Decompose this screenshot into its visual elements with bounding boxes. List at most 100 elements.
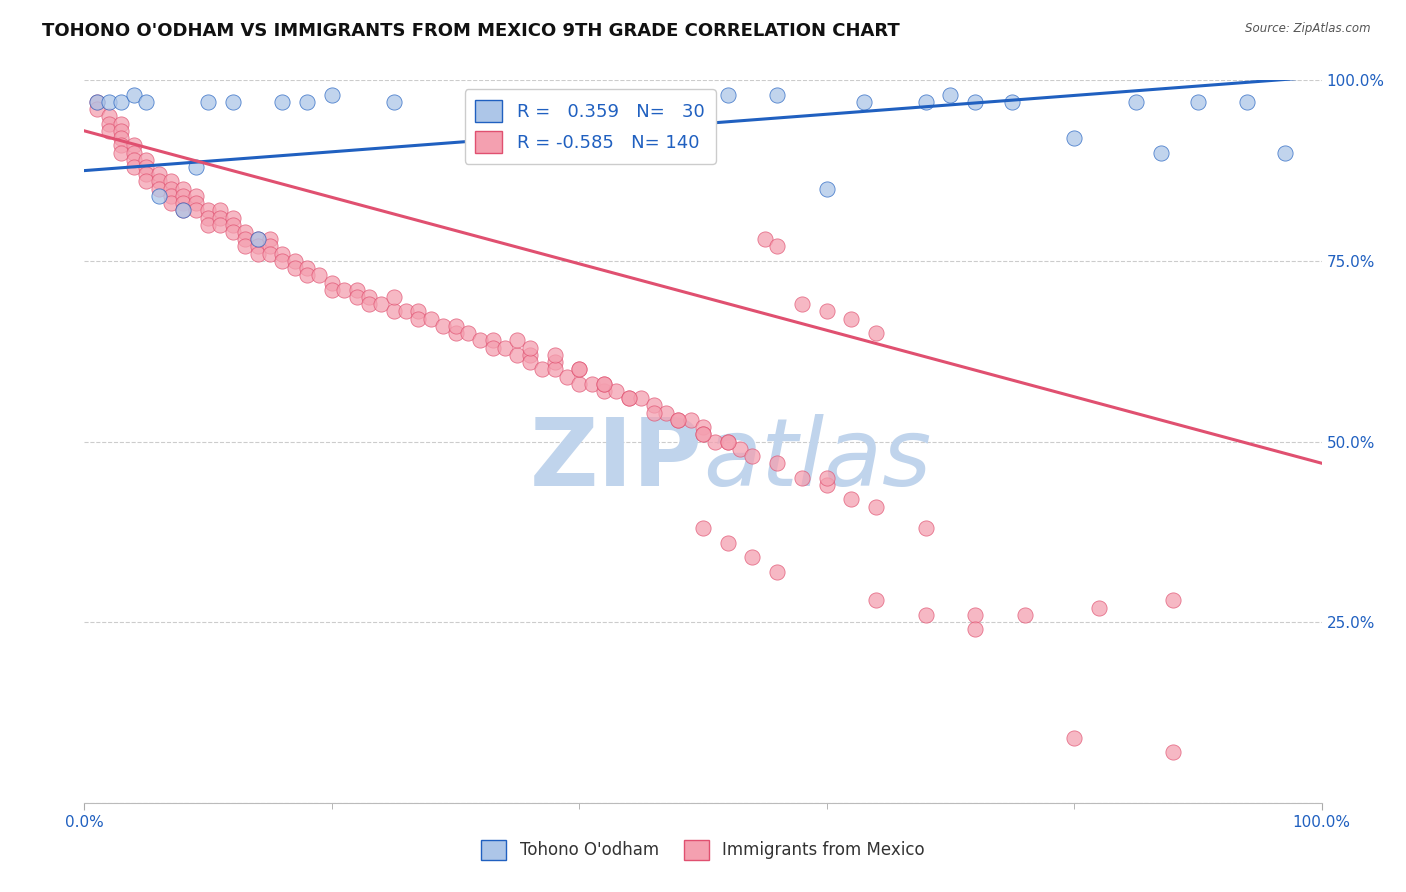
Point — [717, 535, 740, 549]
Point — [295, 261, 318, 276]
Point — [1088, 600, 1111, 615]
Point — [914, 95, 936, 109]
Point — [148, 189, 170, 203]
Text: TOHONO O'ODHAM VS IMMIGRANTS FROM MEXICO 9TH GRADE CORRELATION CHART: TOHONO O'ODHAM VS IMMIGRANTS FROM MEXICO… — [42, 22, 900, 40]
Point — [432, 318, 454, 333]
Point — [295, 268, 318, 283]
Point — [666, 413, 689, 427]
Point — [1063, 731, 1085, 745]
Point — [519, 348, 541, 362]
Point — [419, 311, 441, 326]
Point — [717, 434, 740, 449]
Point — [444, 318, 467, 333]
Point — [1063, 131, 1085, 145]
Point — [346, 290, 368, 304]
Point — [184, 196, 207, 211]
Point — [914, 607, 936, 622]
Point — [1150, 145, 1173, 160]
Point — [222, 211, 245, 225]
Point — [357, 290, 380, 304]
Point — [321, 283, 343, 297]
Point — [122, 153, 145, 167]
Point — [122, 160, 145, 174]
Point — [568, 362, 591, 376]
Point — [86, 95, 108, 109]
Point — [1236, 95, 1258, 109]
Point — [122, 138, 145, 153]
Point — [333, 283, 356, 297]
Point — [160, 182, 183, 196]
Point — [135, 167, 157, 181]
Point — [865, 593, 887, 607]
Point — [717, 434, 740, 449]
Point — [815, 470, 838, 484]
Point — [160, 196, 183, 211]
Point — [98, 95, 121, 109]
Point — [865, 500, 887, 514]
Point — [135, 95, 157, 109]
Point — [741, 449, 763, 463]
Point — [717, 87, 740, 102]
Point — [1187, 95, 1209, 109]
Point — [308, 268, 330, 283]
Point — [259, 246, 281, 260]
Point — [160, 189, 183, 203]
Point — [246, 232, 269, 246]
Point — [965, 623, 987, 637]
Point — [790, 470, 813, 484]
Point — [98, 124, 121, 138]
Point — [357, 297, 380, 311]
Point — [346, 283, 368, 297]
Point — [110, 138, 132, 153]
Point — [197, 218, 219, 232]
Point — [939, 87, 962, 102]
Point — [172, 203, 194, 218]
Point — [1161, 745, 1184, 759]
Point — [382, 95, 405, 109]
Point — [98, 110, 121, 124]
Point — [197, 95, 219, 109]
Point — [865, 326, 887, 340]
Point — [568, 376, 591, 391]
Point — [382, 290, 405, 304]
Point — [110, 117, 132, 131]
Point — [110, 145, 132, 160]
Point — [370, 297, 392, 311]
Point — [543, 355, 565, 369]
Point — [519, 355, 541, 369]
Point — [209, 218, 232, 232]
Point — [209, 211, 232, 225]
Point — [692, 427, 714, 442]
Point — [581, 376, 603, 391]
Point — [98, 117, 121, 131]
Text: Source: ZipAtlas.com: Source: ZipAtlas.com — [1246, 22, 1371, 36]
Point — [914, 521, 936, 535]
Point — [86, 102, 108, 116]
Point — [382, 304, 405, 318]
Point — [593, 376, 616, 391]
Point — [86, 95, 108, 109]
Point — [259, 232, 281, 246]
Point — [271, 253, 294, 268]
Point — [841, 492, 863, 507]
Point — [295, 95, 318, 109]
Point — [754, 232, 776, 246]
Point — [321, 276, 343, 290]
Point — [481, 334, 503, 348]
Point — [148, 182, 170, 196]
Point — [692, 95, 714, 109]
Point — [408, 311, 430, 326]
Point — [444, 326, 467, 340]
Point — [246, 239, 269, 253]
Point — [679, 413, 702, 427]
Point — [1001, 95, 1024, 109]
Point — [1125, 95, 1147, 109]
Point — [184, 203, 207, 218]
Point — [209, 203, 232, 218]
Point — [470, 334, 492, 348]
Point — [531, 362, 554, 376]
Point — [197, 211, 219, 225]
Point — [172, 196, 194, 211]
Point — [506, 334, 529, 348]
Point — [122, 87, 145, 102]
